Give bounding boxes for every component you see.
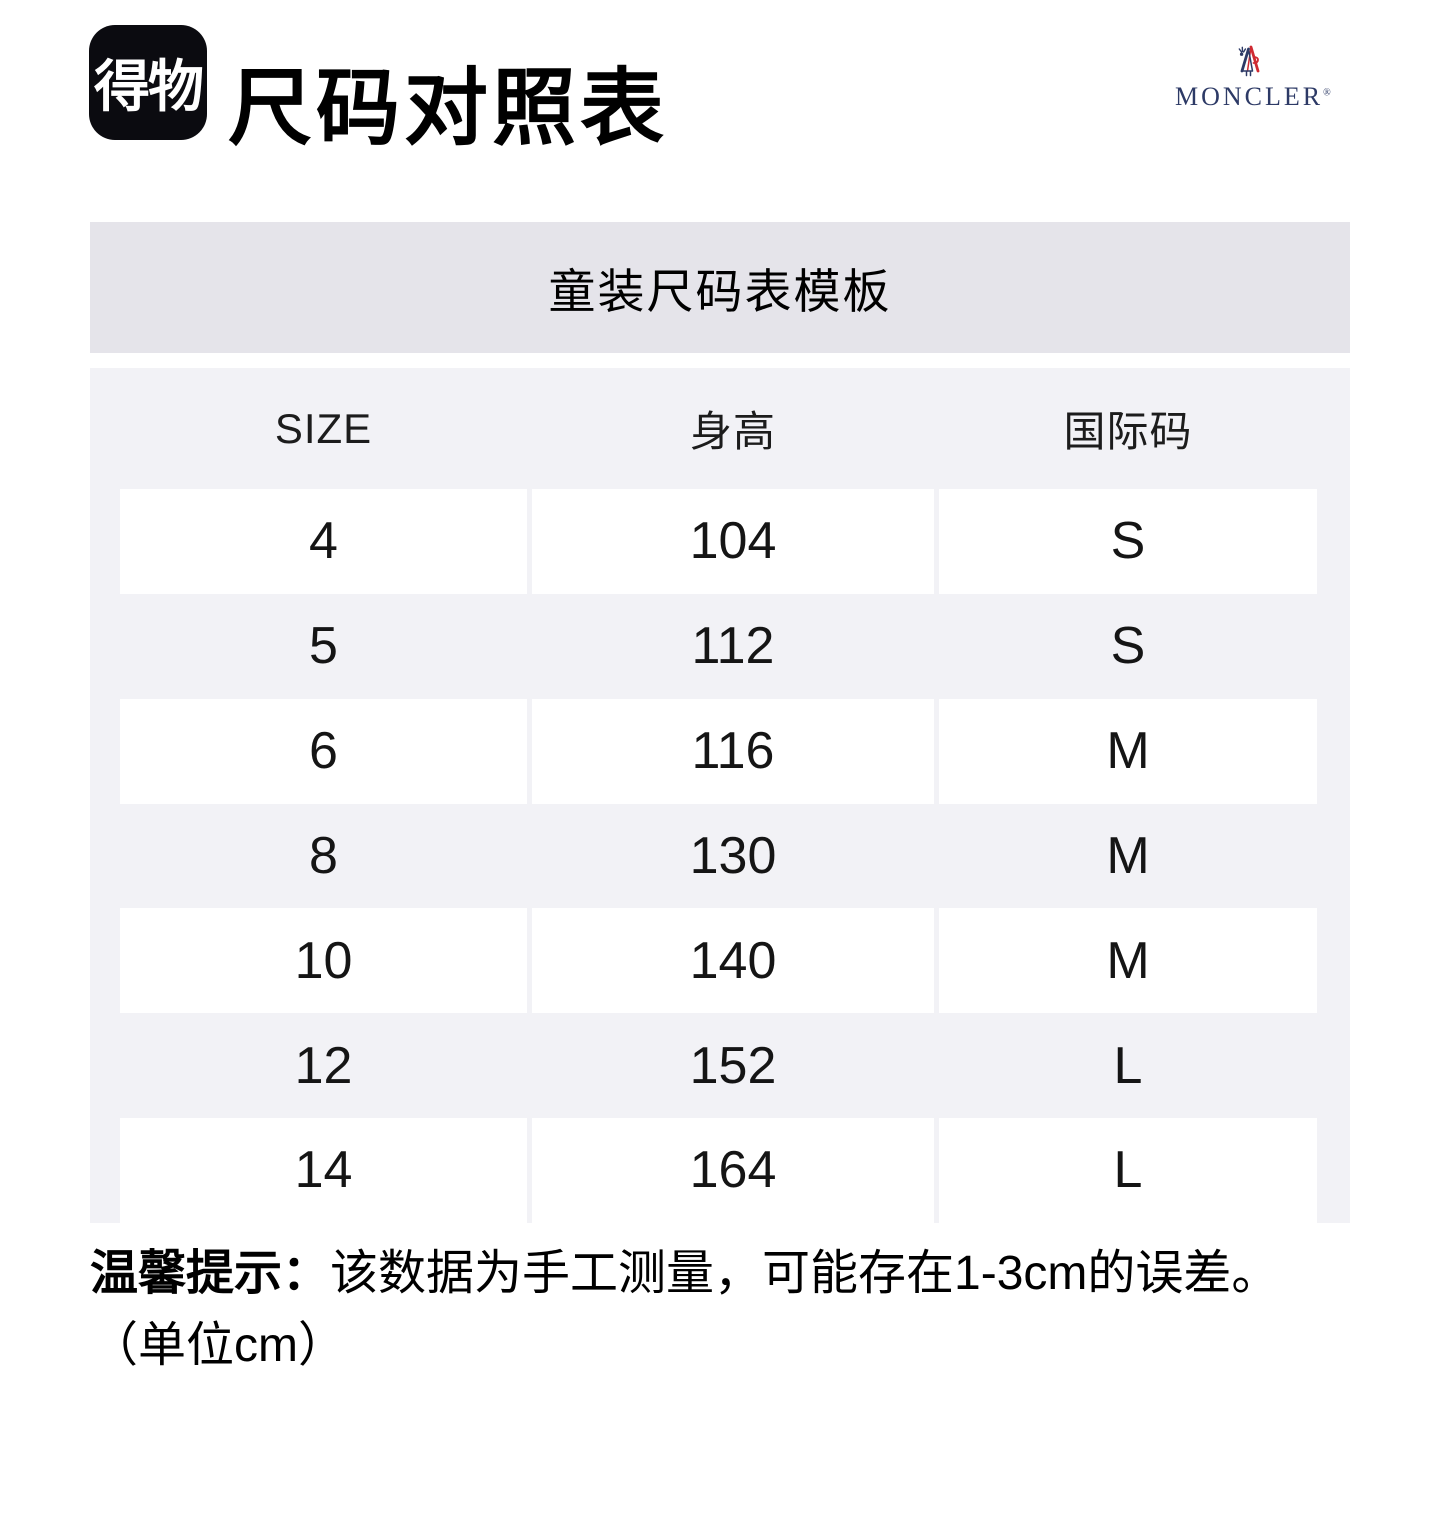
size-cell: 6 [120,698,527,804]
intl-cell: L [939,1118,1317,1223]
size-cell: 12 [294,1036,353,1095]
table-row: 4 104 S [90,489,1350,594]
registered-mark: ® [1323,87,1331,99]
height-cell: 104 [532,489,934,594]
dewu-logo: 得物 [89,25,207,140]
page-title: 尺码对照表 [228,61,669,155]
size-table: SIZE 身高 国际码 4 104 S 5 112 S 6 116 M 8 13… [90,368,1350,1223]
intl-cell: L [1113,1036,1143,1095]
moncler-wordmark: MONCLER® [1175,82,1331,111]
intl-cell: M [939,698,1317,804]
table-row: 12 152 L [90,1013,1350,1118]
table-row: 10 140 M [90,908,1350,1014]
height-cell: 152 [689,1036,777,1095]
size-cell: 4 [120,489,527,594]
size-cell: 10 [120,908,527,1014]
column-header-size: SIZE [274,404,373,452]
measurement-tip: 温馨提示：该数据为手工测量，可能存在1-3cm的误差。 [90,1238,1410,1310]
table-row: 6 116 M [90,698,1350,804]
size-cell: 8 [309,826,338,885]
intl-cell: S [1110,617,1146,676]
moncler-rooster-icon [1238,45,1260,77]
dewu-logo-text: 得物 [94,55,204,120]
tip-label: 温馨提示： [90,1247,331,1300]
size-table-header: SIZE 身高 国际码 [90,368,1350,489]
table-title-banner: 童装尺码表模板 [90,222,1350,353]
height-cell: 116 [532,698,934,804]
table-title: 童装尺码表模板 [548,265,892,318]
size-cell: 14 [120,1118,527,1223]
tip-text: 该数据为手工测量，可能存在1-3cm的误差。 [330,1247,1280,1300]
unit-note: （单位cm） [90,1319,346,1372]
footer-note: 温馨提示：该数据为手工测量，可能存在1-3cm的误差。 （单位cm） [90,1238,1410,1382]
intl-cell: M [1106,826,1150,885]
intl-cell: M [939,908,1317,1014]
column-header-intl: 国际码 [1063,408,1193,455]
height-cell: 164 [532,1118,934,1223]
height-cell: 130 [689,826,777,885]
height-cell: 140 [532,908,934,1014]
intl-cell: S [939,489,1317,594]
table-row: 8 130 M [90,804,1350,909]
table-row: 14 164 L [90,1118,1350,1223]
table-row: 5 112 S [90,594,1350,699]
column-header-height: 身高 [689,408,776,455]
size-cell: 5 [309,617,338,676]
moncler-logo: MONCLER® [1175,44,1331,112]
height-cell: 112 [691,617,775,676]
